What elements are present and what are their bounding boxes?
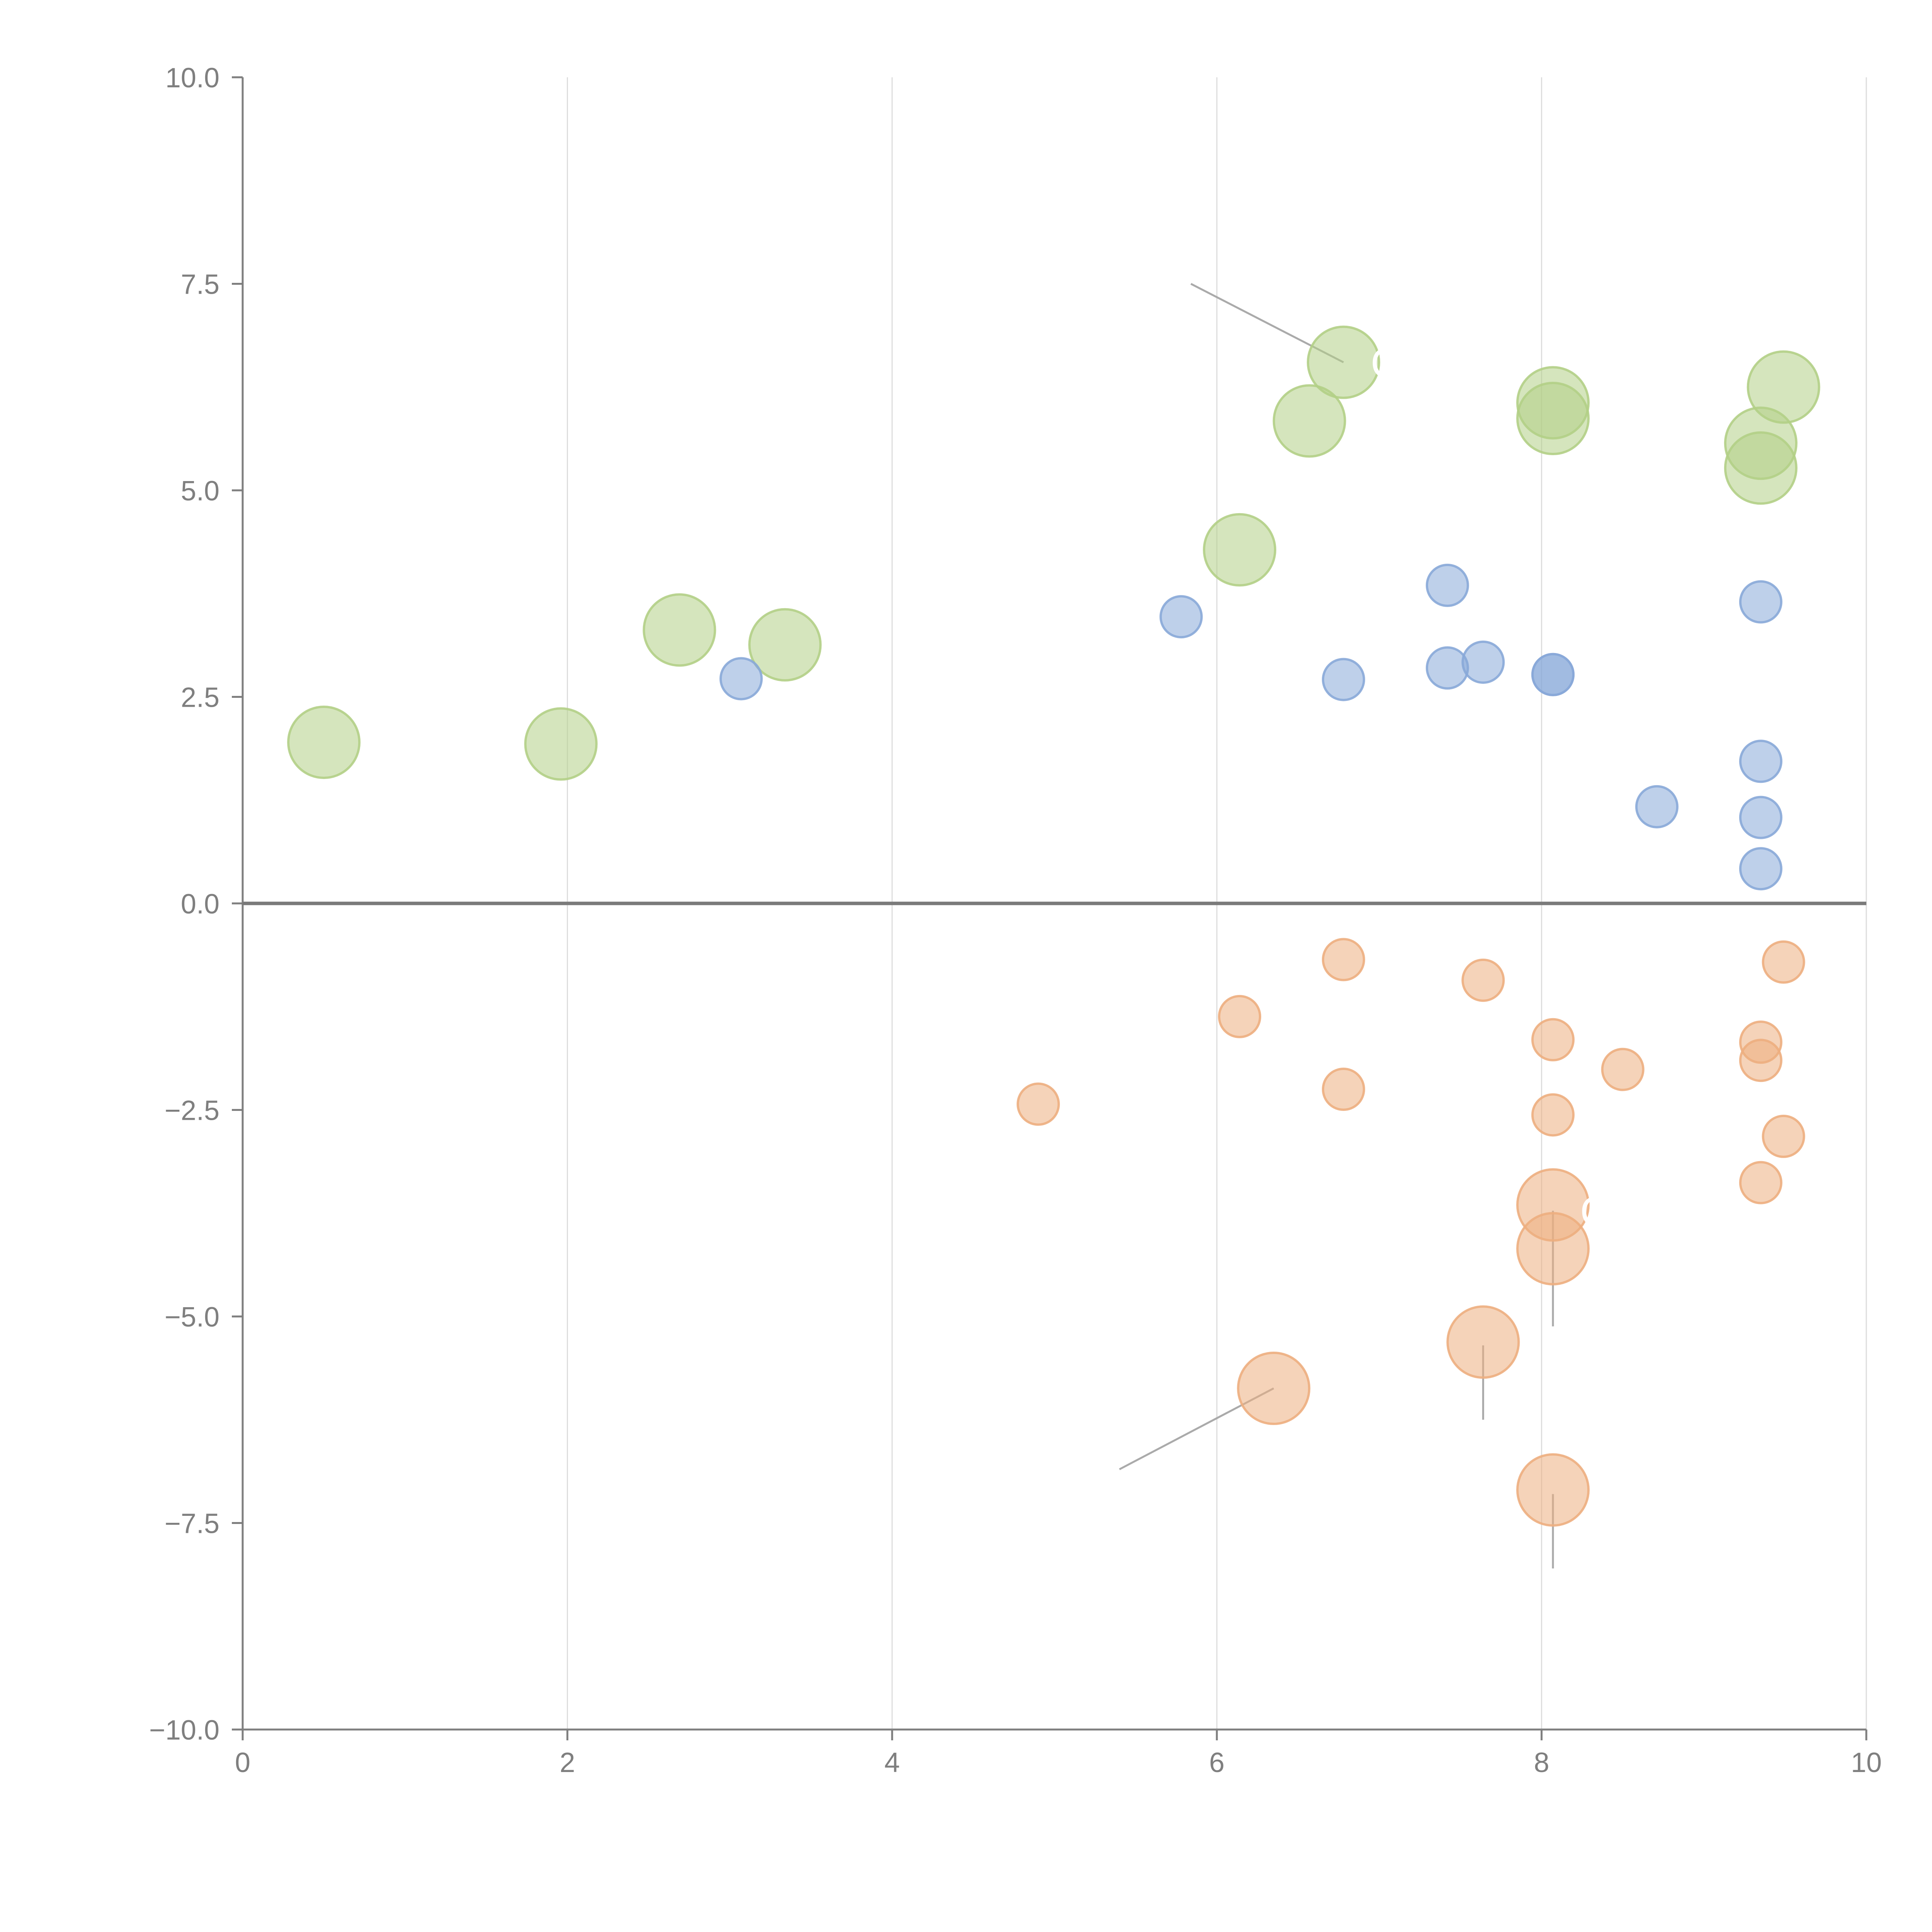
data-point-blue [1461, 640, 1505, 684]
data-point-orange [1762, 1114, 1805, 1158]
y-tick-label: 10.0 [165, 63, 219, 94]
y-tick-label: −10.0 [149, 1715, 219, 1746]
data-point-orange [1321, 1068, 1365, 1111]
data-point-green [1516, 381, 1590, 455]
data-point-green [643, 593, 716, 667]
data-points [287, 325, 1820, 1527]
data-point-orange-large [1516, 1453, 1590, 1527]
data-point-orange [1739, 1161, 1782, 1204]
data-point-orange-large [1237, 1352, 1311, 1425]
data-point-green [1306, 325, 1380, 399]
data-point-blue [1425, 646, 1469, 690]
y-tick-label: 0.0 [181, 889, 219, 920]
x-tick-label: 8 [1534, 1747, 1549, 1778]
data-point-orange [1461, 958, 1505, 1002]
data-point-orange [1531, 1018, 1575, 1061]
data-point-orange [1601, 1048, 1645, 1091]
annotation-label: C [1580, 1188, 1611, 1235]
y-tick-label: −5.0 [165, 1302, 219, 1333]
y-tick-label: 5.0 [181, 476, 219, 507]
data-point-orange [1531, 1093, 1575, 1137]
data-point-blue [1321, 658, 1365, 701]
x-tick-label: 0 [235, 1747, 250, 1778]
y-tick-label: 7.5 [181, 269, 219, 300]
data-point-green [524, 707, 598, 781]
data-point-blue [719, 657, 763, 701]
data-point-green [1747, 350, 1820, 424]
annotation-labels: CC [1371, 340, 1611, 1236]
data-point-blue [1635, 785, 1679, 828]
data-point-orange [1739, 1039, 1782, 1082]
data-point-orange [1218, 995, 1262, 1038]
x-tick-label: 10 [1851, 1747, 1882, 1778]
data-point-blue [1531, 653, 1575, 696]
data-point-blue [1159, 595, 1203, 639]
data-point-blue [1739, 580, 1782, 624]
data-point-green [1272, 384, 1346, 458]
data-point-orange [1016, 1082, 1060, 1126]
annotation-label: C [1371, 340, 1401, 387]
data-point-green [748, 608, 822, 682]
data-point-blue [1739, 740, 1782, 783]
x-tick-label: 4 [884, 1747, 900, 1778]
data-point-blue [1739, 847, 1782, 891]
y-tick-label: −2.5 [165, 1095, 219, 1126]
x-tick-label: 2 [560, 1747, 575, 1778]
y-tick-label: −7.5 [165, 1509, 219, 1539]
data-point-blue [1739, 796, 1782, 839]
data-point-orange [1321, 938, 1365, 981]
data-point-blue [1425, 563, 1469, 607]
x-tick-label: 6 [1209, 1747, 1225, 1778]
y-tick-label: 2.5 [181, 682, 219, 713]
data-point-green [1203, 513, 1277, 587]
data-point-orange [1762, 940, 1805, 984]
data-point-green [287, 706, 361, 779]
data-point-orange-large [1446, 1305, 1520, 1379]
data-point-green [1724, 431, 1798, 505]
axes: 0 2 4 6 8 10 −10.0 −7.5 −5.0 −2.5 0.0 2.5 5.0 7.5 10.0 [149, 63, 1882, 1778]
data-point-orange-large [1516, 1212, 1590, 1286]
